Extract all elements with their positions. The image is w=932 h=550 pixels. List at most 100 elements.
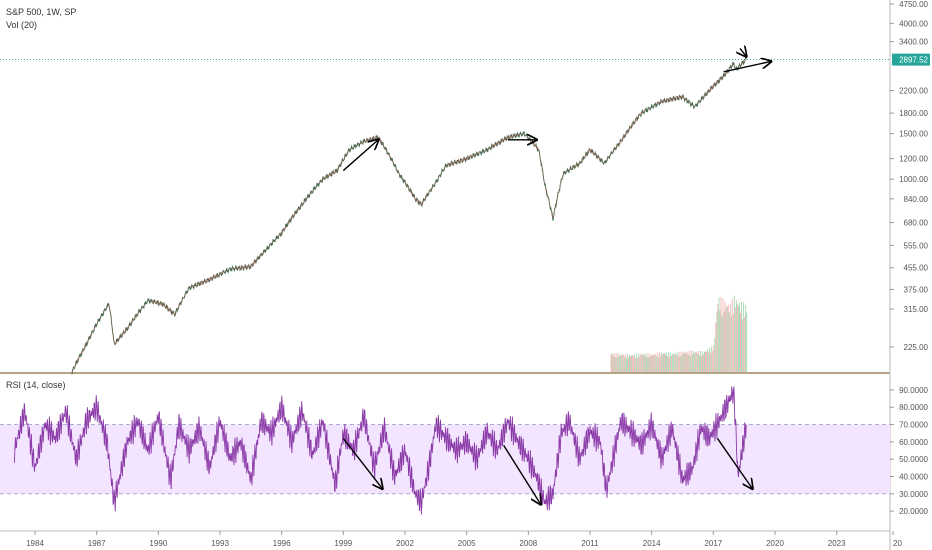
volume-bar <box>628 357 629 372</box>
volume-bar <box>702 351 703 372</box>
volume-bar <box>625 358 627 372</box>
volume-bar <box>656 352 658 372</box>
volume-bar <box>715 323 717 372</box>
volume-bar <box>610 354 612 372</box>
last-price-badge <box>892 53 930 66</box>
volume-bar <box>647 353 649 372</box>
volume-bar <box>707 349 709 372</box>
volume-bar <box>667 356 668 372</box>
volume-bar <box>640 353 642 372</box>
volume-bar <box>638 353 640 372</box>
annotation-arrow <box>342 437 382 488</box>
volume-bar <box>648 357 650 372</box>
rsi-tick-label: 20.0000 <box>899 507 928 516</box>
volume-bar <box>644 355 646 372</box>
volume-bar <box>691 354 693 372</box>
volume-bar <box>740 312 741 372</box>
volume-bar <box>674 354 676 372</box>
volume-bar <box>660 352 662 372</box>
volume-bar <box>709 347 711 372</box>
price-series-line <box>71 55 747 375</box>
time-tick-label: 1996 <box>273 539 291 548</box>
volume-bar <box>629 354 630 372</box>
price-tick-label: 680.00 <box>904 219 929 228</box>
rsi-tick-label: 30.0000 <box>899 490 928 499</box>
volume-bar <box>655 356 657 372</box>
volume-bar <box>670 352 672 372</box>
volume-bar <box>699 350 701 372</box>
volume-bar <box>742 319 744 372</box>
volume-bar <box>698 355 700 372</box>
volume-bar <box>678 356 680 372</box>
volume-bar <box>745 305 747 372</box>
volume-bar <box>615 353 617 372</box>
time-tick-label: 1990 <box>149 539 167 548</box>
time-tick-label: 2023 <box>828 539 846 548</box>
volume-bar <box>684 352 686 372</box>
volume-bar <box>721 316 723 372</box>
volume-bar <box>641 354 643 372</box>
volume-bar <box>686 351 688 372</box>
rsi-tick-label: 50.0000 <box>899 455 928 464</box>
price-tick-label: 1000.00 <box>899 175 928 184</box>
volume-bar <box>685 353 687 372</box>
volume-bar <box>636 353 638 372</box>
volume-bar <box>676 355 678 372</box>
main-legend: S&P 500, 1W, SP Vol (20) <box>6 6 76 32</box>
volume-bar <box>612 355 614 372</box>
time-tick-label: 20 <box>893 539 902 548</box>
volume-bar <box>705 351 707 372</box>
volume-bar <box>714 337 716 372</box>
volume-bar <box>661 354 663 372</box>
volume-bar <box>631 355 633 372</box>
volume-bar <box>694 352 696 372</box>
time-tick-label: 2002 <box>396 539 414 548</box>
annotation-arrow <box>342 140 378 172</box>
volume-bar <box>650 355 652 372</box>
volume-bar <box>680 355 682 372</box>
volume-bar <box>623 356 625 372</box>
annotation-arrow <box>740 48 746 56</box>
volume-bar <box>616 357 618 372</box>
volume-bar <box>731 298 733 372</box>
volume-bar <box>726 306 728 372</box>
volume-bar <box>672 353 674 372</box>
price-tick-label: 1200.00 <box>899 155 928 164</box>
rsi-legend: RSI (14, close) <box>6 380 66 390</box>
rsi-tick-label: 60.0000 <box>899 438 928 447</box>
volume-bar <box>708 352 710 372</box>
volume-bar <box>666 352 667 372</box>
volume-bar <box>738 306 739 372</box>
price-tick-label: 840.00 <box>904 195 929 204</box>
volume-bar <box>696 353 698 372</box>
price-tick-label: 4750.00 <box>899 0 928 9</box>
volume-bar <box>634 354 636 372</box>
price-tick-label: 315.00 <box>904 305 929 314</box>
volume-bar <box>654 353 656 372</box>
volume-bar <box>744 316 746 372</box>
time-tick-label: 1984 <box>26 539 44 548</box>
volume-bar <box>659 355 661 372</box>
time-tick-label: 2005 <box>458 539 476 548</box>
volume-bar <box>733 295 735 372</box>
volume-bar <box>730 316 732 372</box>
volume-bar <box>627 354 628 372</box>
volume-bar <box>720 297 722 372</box>
time-tick-label: 2020 <box>766 539 784 548</box>
volume-bar <box>639 356 641 372</box>
volume-bar <box>716 311 718 372</box>
volume-bar <box>645 353 647 372</box>
volume-bar <box>746 312 748 372</box>
annotation-arrow <box>716 438 752 488</box>
price-tick-label: 3400.00 <box>899 38 928 47</box>
volume-bar <box>614 357 616 372</box>
volume-bar <box>688 350 690 372</box>
volume-bar <box>693 352 695 372</box>
volume-bar <box>723 311 725 372</box>
volume-bar <box>668 352 670 372</box>
volume-bar <box>617 353 619 372</box>
volume-bar <box>651 354 653 372</box>
volume-bars <box>610 295 748 372</box>
volume-bar <box>675 353 677 372</box>
